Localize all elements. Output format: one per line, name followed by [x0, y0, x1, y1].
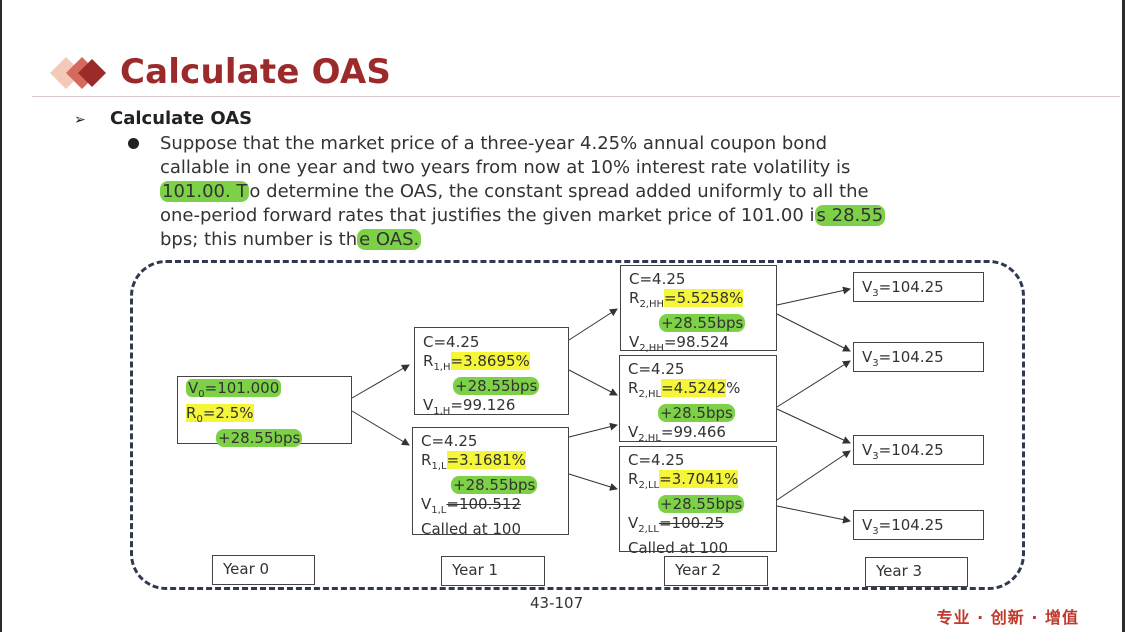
- link-2ll-v3c: [776, 450, 851, 501]
- link-0-1l: [351, 410, 410, 446]
- brand-slogan: 专业 · 创新 · 增值: [936, 608, 1079, 627]
- node-2ll-spread: +28.55bps: [658, 495, 745, 513]
- node-1l-coupon: C=4.25: [421, 432, 478, 450]
- arrow-bullet-icon: ➢: [74, 112, 86, 128]
- highlight-price: 101.00. T: [160, 181, 250, 202]
- year-0-label: Year 0: [212, 555, 315, 585]
- node-2ll: C=4.25 R2,LL=3.7041% +28.55bps V2,LL=100…: [619, 446, 777, 557]
- node-2hh-coupon: C=4.25: [629, 270, 686, 288]
- node-1l-spread: +28.55bps: [451, 476, 538, 494]
- title-divider: [32, 96, 1120, 97]
- highlight-spread: s 28.55: [814, 205, 886, 226]
- link-2hh-v3b: [776, 313, 851, 352]
- node-year0-value: V0=101.000: [186, 379, 282, 400]
- node-2hl: C=4.25 R2,HL=4.5242% +28.5bps V2,HL=99.4…: [619, 355, 777, 444]
- node-2hh-value: V2,HH=98.524: [629, 333, 729, 354]
- node-1h-spread: +28.55bps: [453, 377, 540, 395]
- paragraph-line-4: one-period forward rates that justifies …: [160, 205, 886, 226]
- link-2ll-v3d: [776, 505, 851, 524]
- node-1l-value: V1,L=100.512: [421, 495, 521, 516]
- node-3d: V3=104.25: [853, 510, 984, 540]
- link-1h-2hl: [568, 369, 618, 396]
- node-2ll-coupon: C=4.25: [628, 451, 685, 469]
- paragraph-line-1: Suppose that the market price of a three…: [160, 133, 828, 154]
- year-1-label: Year 1: [441, 556, 545, 586]
- node-2hl-rate: R2,HL=4.5242%: [628, 379, 741, 400]
- node-2hh-spread: +28.55bps: [659, 314, 746, 332]
- node-2ll-call-note: Called at 100: [628, 539, 728, 557]
- link-2hh-v3a: [776, 286, 851, 306]
- node-2hl-spread: +28.5bps: [658, 404, 735, 422]
- slide-border-right: [1122, 0, 1125, 632]
- tree-frame: [130, 260, 1025, 590]
- link-2hl-v3b: [776, 360, 851, 408]
- link-1h-2hh: [568, 308, 618, 341]
- node-1h-value: V1,H=99.126: [423, 396, 516, 417]
- slide-border-left: [0, 0, 2, 632]
- node-2hh: C=4.25 R2,HH=5.5258% +28.55bps V2,HH=98.…: [620, 265, 777, 354]
- page-title: Calculate OAS: [120, 52, 392, 92]
- link-0-1h: [351, 364, 410, 399]
- diamond-logo-icon: [50, 57, 106, 89]
- node-3a: V3=104.25: [853, 272, 984, 302]
- link-1l-2ll: [568, 473, 618, 491]
- year-2-label: Year 2: [664, 556, 768, 586]
- bullet-icon: [128, 138, 139, 149]
- node-1h-coupon: C=4.25: [423, 333, 480, 351]
- section-heading-label: Calculate OAS: [110, 108, 253, 129]
- page-number: 43-107: [530, 594, 584, 612]
- year-3-label: Year 3: [865, 557, 968, 587]
- paragraph-line-2: callable in one year and two years from …: [160, 157, 851, 178]
- node-1l: C=4.25 R1,L=3.1681% +28.55bps V1,L=100.5…: [412, 427, 569, 538]
- problem-paragraph: Suppose that the market price of a three…: [160, 132, 1060, 252]
- node-1h-rate: R1,H=3.8695%: [423, 352, 530, 373]
- link-2hl-v3c: [776, 408, 851, 444]
- node-2hl-coupon: C=4.25: [628, 360, 685, 378]
- section-heading: ➢ Calculate OAS: [74, 108, 252, 129]
- link-1l-2hl: [568, 422, 618, 438]
- node-1h: C=4.25 R1,H=3.8695% +28.55bps V1,H=99.12…: [414, 327, 569, 417]
- node-1l-call-note: Called at 100: [421, 520, 521, 538]
- node-2hl-value: V2,HL=99.466: [628, 423, 726, 444]
- node-3b: V3=104.25: [853, 342, 984, 372]
- highlight-oas: e OAS.: [357, 229, 422, 250]
- node-1l-rate: R1,L=3.1681%: [421, 451, 526, 472]
- node-2ll-rate: R2,LL=3.7041%: [628, 470, 739, 491]
- paragraph-line-5: bps; this number is th e OAS.: [160, 229, 422, 250]
- node-2ll-value: V2,LL=100.25: [628, 514, 725, 535]
- node-year0-spread: +28.55bps: [216, 429, 303, 447]
- node-year0: V0=101.000 R0=2.5% +28.55bps: [177, 376, 352, 447]
- node-3c: V3=104.25: [853, 435, 984, 465]
- node-year0-rate: R0=2.5%: [186, 404, 254, 425]
- node-2hh-rate: R2,HH=5.5258%: [629, 289, 744, 310]
